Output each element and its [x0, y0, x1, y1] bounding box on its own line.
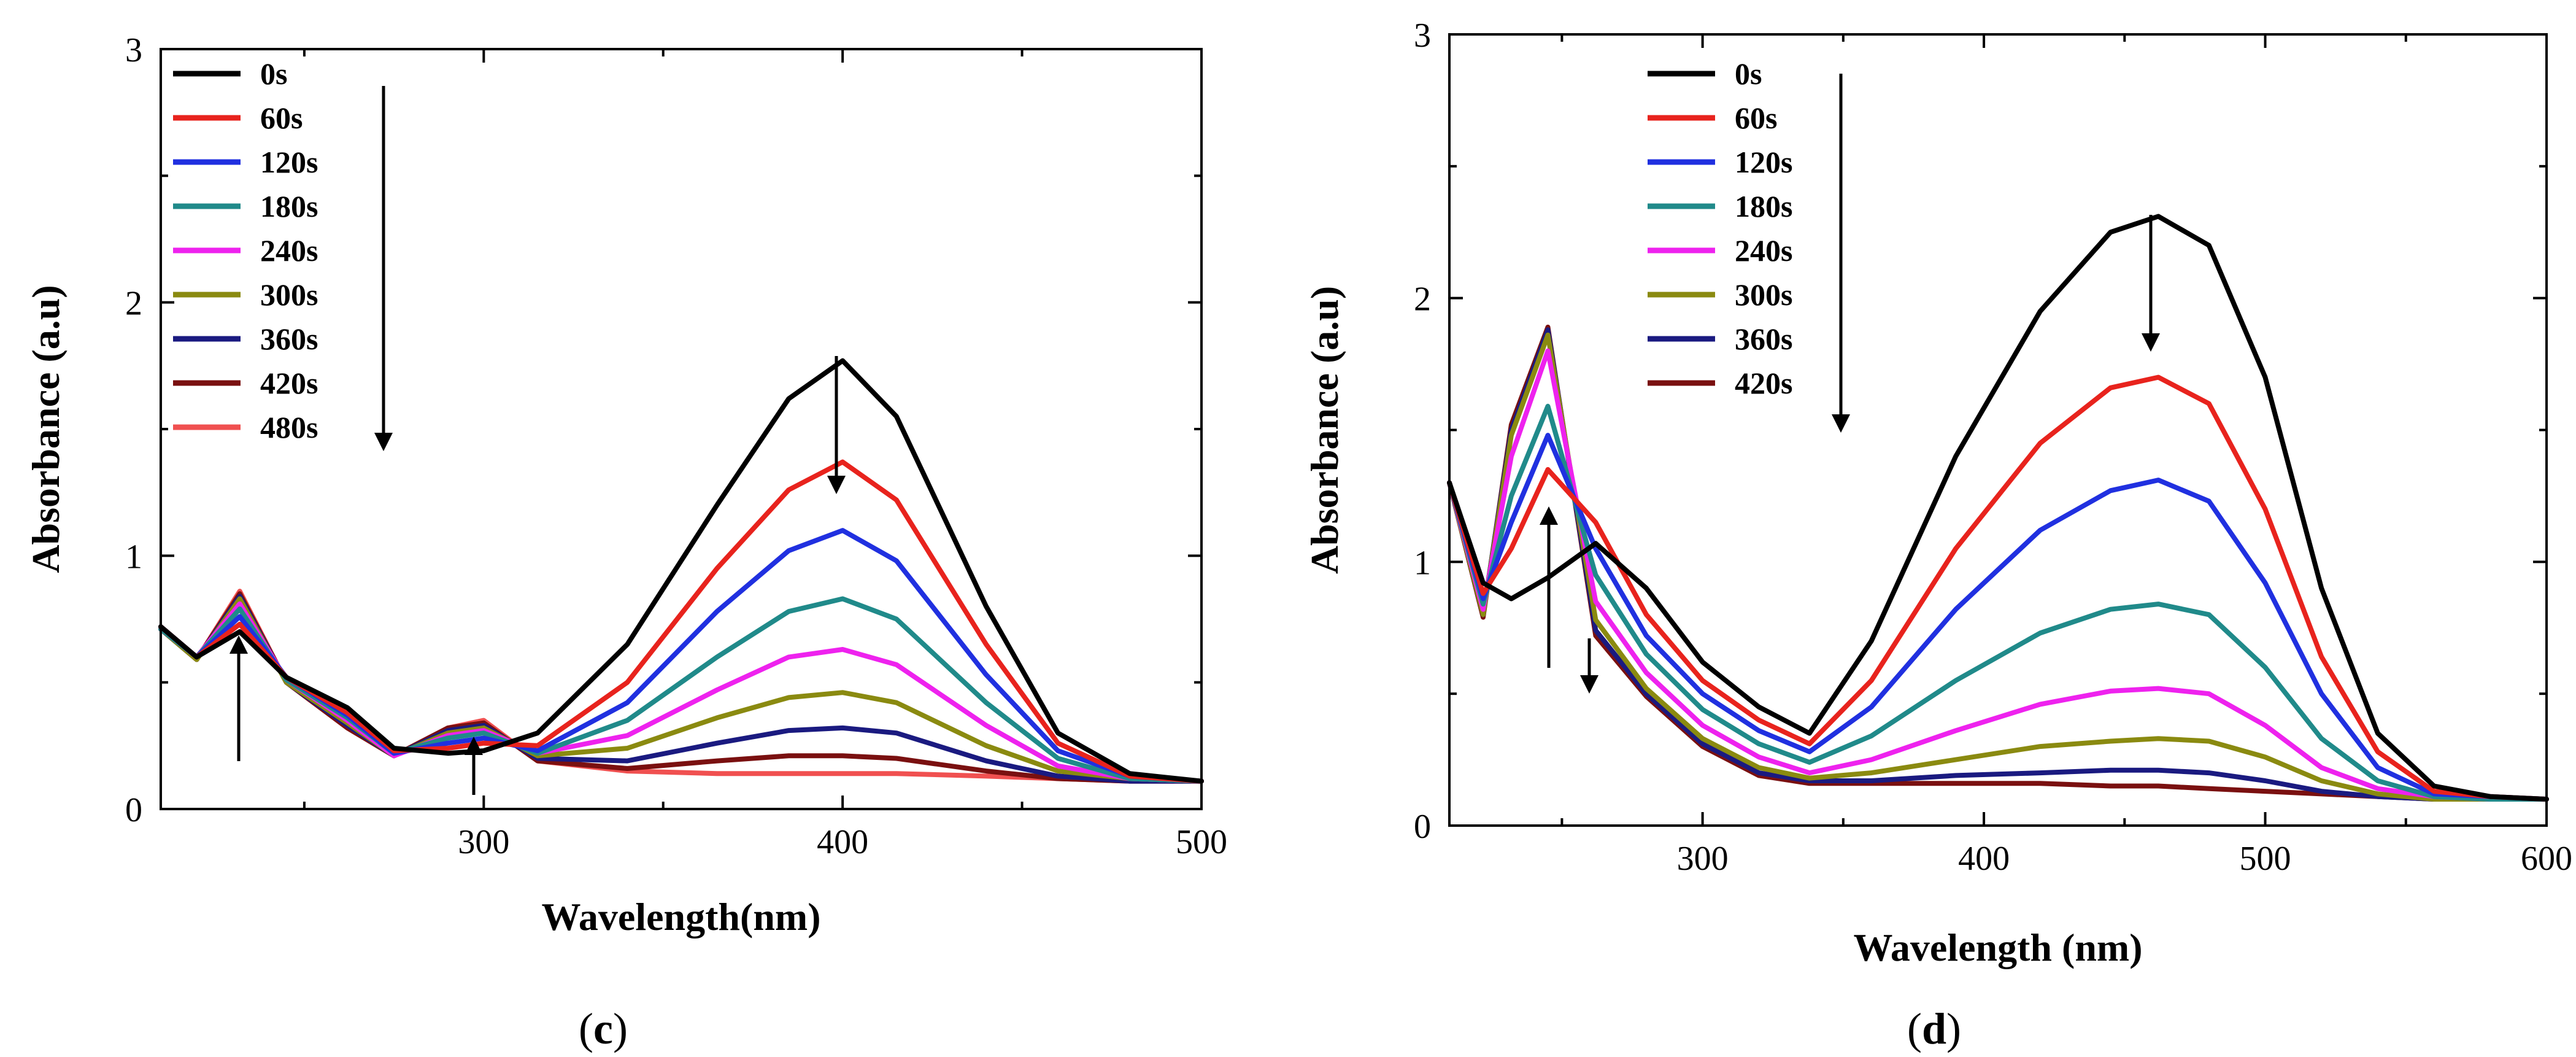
y-tick-label: 1: [125, 538, 142, 576]
legend-label: 360s: [1735, 322, 1792, 356]
y-tick-label: 1: [1414, 544, 1431, 582]
legend: 0s 60s 120s 180s 240s 300s 360s 420s: [1648, 56, 1792, 400]
x-tick-label: 400: [817, 823, 868, 861]
legend: 0s 60s 120s 180s 240s 300s 360s 420s 480s: [173, 56, 318, 444]
series-line-360s: [1447, 327, 2549, 802]
y-axis-title: Absorbance (a.u): [1303, 286, 1346, 574]
y-tick-label: 3: [1414, 17, 1431, 55]
y-tick-label: 3: [125, 31, 142, 69]
series-line-360s: [158, 594, 1204, 784]
series-line-0s: [158, 358, 1204, 784]
x-axis-title: Wavelength(nm): [541, 895, 820, 939]
series-group: [1447, 214, 2549, 802]
panel-label: (d): [1907, 1004, 1961, 1053]
plot-frame: [1448, 33, 2548, 827]
legend-label: 300s: [1735, 277, 1792, 312]
series-line-180s: [1447, 403, 2549, 802]
series-line-60s: [1447, 374, 2549, 802]
x-axis-title: Wavelength (nm): [1853, 926, 2142, 969]
legend-label: 60s: [1735, 101, 1777, 135]
series-line-420s: [158, 591, 1204, 784]
y-tick-label: 0: [125, 791, 142, 829]
legend-label: 60s: [260, 101, 303, 135]
series-group: [158, 358, 1204, 784]
panel-label: (c): [579, 1004, 628, 1053]
legend-label: 480s: [260, 410, 318, 444]
panel-d-chart: 300 400 500 600 0 1 2 3 Wavelength (nm) Absorbanc…: [1303, 17, 2572, 1053]
legend-label: 420s: [1735, 366, 1792, 400]
series-line-420s: [1447, 324, 2549, 802]
series-line-60s: [158, 459, 1204, 784]
legend-label: 300s: [260, 277, 318, 312]
panel-c-chart: 300 400 500 0 1 2 3 Wavelength(nm) Absorbance (a…: [24, 31, 1227, 1053]
legend-label: 240s: [260, 233, 318, 268]
y-tick-label: 2: [1414, 281, 1431, 319]
y-tick-label: 2: [125, 285, 142, 323]
legend-label: 240s: [1735, 233, 1792, 268]
legend-label: 0s: [1735, 56, 1762, 91]
legend-label: 120s: [260, 145, 318, 179]
x-tick-label: 600: [2521, 840, 2572, 878]
series-line-240s: [1447, 348, 2549, 802]
series-line-0s: [1447, 214, 2549, 802]
legend-label: 360s: [260, 322, 318, 356]
legend-label: 120s: [1735, 145, 1792, 179]
x-tick-label: 300: [458, 823, 509, 861]
legend-label: 180s: [1735, 189, 1792, 223]
series-line-120s: [158, 528, 1204, 784]
x-tick-label: 500: [2240, 840, 2291, 878]
y-axis-title: Absorbance (a.u): [24, 285, 67, 573]
legend-label: 0s: [260, 56, 287, 91]
y-tick-label: 0: [1414, 808, 1431, 846]
legend-label: 180s: [260, 189, 318, 223]
series-line-120s: [1447, 433, 2549, 802]
legend-label: 420s: [260, 366, 318, 400]
x-tick-label: 500: [1176, 823, 1227, 861]
x-tick-label: 300: [1677, 840, 1729, 878]
x-tick-label: 400: [1958, 840, 2010, 878]
